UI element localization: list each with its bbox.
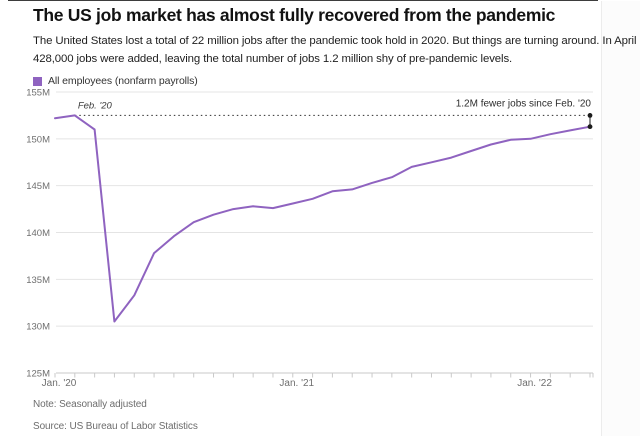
y-tick-label: 125M (26, 369, 50, 380)
subtitle-line-2: 428,000 jobs were added, leaving the tot… (33, 52, 513, 65)
end-annotation-label: 1.2M fewer jobs since Feb. '20 (456, 98, 592, 109)
y-tick-label: 130M (26, 322, 50, 333)
subtitle-line-1: The United States lost a total of 22 mil… (33, 35, 637, 47)
x-tick-label: Jan. '20 (42, 378, 77, 389)
annotation-dot-reference (587, 113, 593, 118)
chart-title: The US job market has almost fully recov… (33, 5, 556, 25)
legend-label: All employees (nonfarm payrolls) (48, 75, 198, 87)
y-tick-label: 135M (26, 275, 50, 286)
y-tick-label: 155M (26, 88, 50, 99)
note-text: Note: Seasonally adjusted (33, 399, 147, 410)
legend-swatch-icon (33, 76, 42, 86)
page-background-strip (601, 1, 640, 436)
x-tick-label: Jan. '21 (279, 378, 314, 389)
reference-line-label: Feb. '20 (78, 100, 113, 111)
x-tick-label: Jan. '22 (517, 378, 552, 389)
annotation-dot-latest (587, 124, 593, 130)
payrolls-series-line (54, 114, 591, 323)
y-tick-label: 150M (26, 134, 50, 145)
legend: All employees (nonfarm payrolls) (33, 75, 605, 87)
chart-footer: Note: Seasonally adjusted Source: US Bur… (33, 399, 198, 432)
y-tick-label: 140M (26, 228, 50, 239)
chart-header: The US job market has almost fully recov… (33, 3, 637, 87)
top-border-line (8, 0, 598, 1)
y-tick-label: 145M (26, 181, 50, 192)
chart-subtitle: The United States lost a total of 22 mil… (33, 33, 637, 68)
source-text: Source: US Bureau of Labor Statistics (33, 421, 198, 432)
